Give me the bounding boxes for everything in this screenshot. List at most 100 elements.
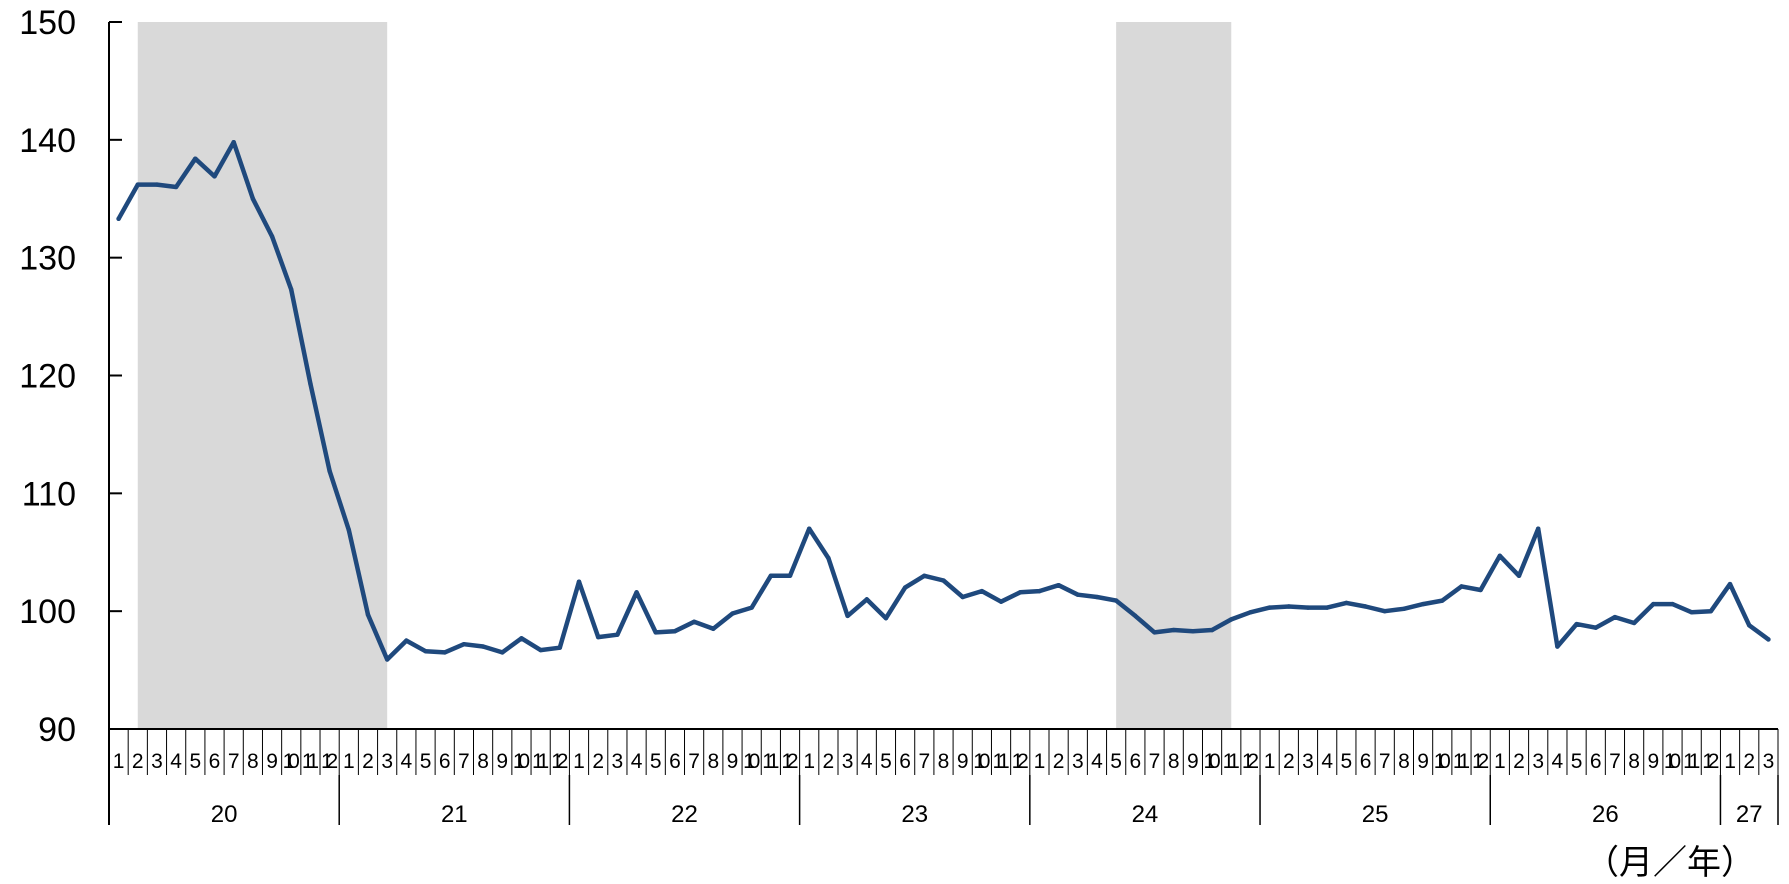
x-month-label: 6 — [209, 750, 221, 773]
data-point — [308, 381, 313, 386]
x-month-label: 5 — [1110, 750, 1122, 773]
x-month-label: 10 — [1434, 750, 1451, 773]
x-month-label: 12 — [1242, 750, 1259, 773]
data-point — [826, 555, 831, 561]
data-point — [1401, 606, 1407, 612]
x-month-label: 7 — [458, 750, 470, 773]
x-year-label: 21 — [441, 801, 468, 828]
data-point — [1631, 620, 1637, 626]
data-point — [691, 619, 697, 624]
data-point — [231, 139, 236, 145]
x-month-label: 5 — [880, 750, 892, 773]
data-point — [1555, 644, 1560, 649]
data-point — [1670, 601, 1675, 607]
x-month-label: 4 — [861, 750, 873, 773]
data-point — [1478, 587, 1483, 593]
x-month-label: 2 — [1053, 750, 1065, 773]
data-point — [1037, 588, 1042, 594]
data-point — [1382, 608, 1387, 614]
data-point — [1190, 628, 1196, 634]
data-point — [902, 585, 908, 590]
x-month-label: 6 — [439, 750, 451, 773]
x-month-label: 9 — [957, 750, 969, 773]
data-point — [1708, 608, 1714, 614]
x-month-label: 7 — [918, 750, 930, 773]
x-month-label: 7 — [1379, 750, 1391, 773]
data-point — [1286, 604, 1292, 609]
x-year-label: 26 — [1592, 801, 1619, 828]
data-point — [135, 182, 140, 187]
data-point — [576, 579, 582, 584]
x-month-label: 5 — [1341, 750, 1353, 773]
data-point — [557, 645, 563, 650]
x-month-label: 8 — [1168, 750, 1180, 773]
x-month-label: 11 — [992, 750, 1009, 773]
x-month-label: 1 — [343, 750, 355, 773]
data-point — [1651, 601, 1656, 607]
data-point — [672, 628, 678, 634]
data-point — [1727, 581, 1733, 587]
data-point — [404, 638, 409, 643]
x-month-label: 5 — [1571, 750, 1583, 773]
x-month-label: 12 — [781, 750, 798, 773]
data-point — [615, 632, 620, 637]
x-month-label: 7 — [1609, 750, 1621, 773]
y-tick-label: 100 — [19, 593, 76, 631]
data-point — [1344, 600, 1349, 606]
x-month-label: 3 — [1532, 750, 1544, 773]
x-axis-ticks: 1 2 3 4 5 6 7 8 9 10 11 12 1 2 3 4 5 6 7 8 9 10 11 12 1 2 3 4 5 6 7 8 9 1… — [108, 729, 1779, 828]
data-point — [1113, 598, 1119, 603]
x-month-label: 10 — [743, 750, 760, 773]
data-point — [1363, 604, 1368, 609]
x-month-label: 6 — [1129, 750, 1141, 773]
x-month-label: 12 — [551, 750, 568, 773]
x-month-label: 11 — [1453, 750, 1470, 773]
x-month-label: 8 — [938, 750, 950, 773]
x-month-label: 9 — [727, 750, 739, 773]
x-month-label: 8 — [477, 750, 489, 773]
data-point — [1574, 621, 1579, 627]
data-point — [365, 612, 371, 617]
x-month-label: 5 — [650, 750, 662, 773]
y-tick-label: 150 — [19, 4, 76, 42]
data-point — [500, 650, 505, 655]
data-point — [979, 588, 985, 594]
data-point — [1593, 625, 1598, 630]
x-month-label: 10 — [1664, 750, 1681, 773]
x-year-label: 22 — [671, 801, 698, 828]
data-point — [1267, 605, 1272, 610]
x-month-label: 3 — [842, 750, 854, 773]
data-point — [519, 636, 524, 641]
x-month-label: 11 — [762, 750, 779, 773]
x-month-label: 9 — [1187, 750, 1199, 773]
data-point — [1305, 605, 1311, 610]
x-month-label: 10 — [513, 750, 530, 773]
data-point — [653, 630, 658, 635]
data-point — [1766, 637, 1771, 642]
data-point — [193, 156, 198, 161]
data-point — [1612, 614, 1618, 620]
data-point — [269, 234, 275, 239]
x-month-label: 2 — [592, 750, 604, 773]
x-month-label: 11 — [302, 750, 319, 773]
data-point — [998, 599, 1004, 604]
x-year-label: 25 — [1362, 801, 1389, 828]
data-point — [289, 287, 294, 292]
data-point — [1420, 601, 1426, 607]
x-month-label: 1 — [803, 750, 815, 773]
x-month-label: 1 — [1264, 750, 1276, 773]
data-point — [1440, 598, 1445, 603]
x-month-label: 9 — [1647, 750, 1659, 773]
data-point — [154, 182, 160, 187]
data-point — [1536, 526, 1541, 531]
data-point — [1018, 590, 1023, 595]
x-month-label: 8 — [1628, 750, 1640, 773]
data-point — [922, 573, 927, 579]
y-tick-label: 130 — [19, 240, 76, 278]
data-point — [1094, 594, 1100, 600]
data-point — [480, 644, 486, 649]
data-point — [749, 605, 754, 610]
x-month-label: 2 — [1283, 750, 1295, 773]
data-point — [787, 573, 793, 579]
x-month-label: 8 — [1398, 750, 1410, 773]
